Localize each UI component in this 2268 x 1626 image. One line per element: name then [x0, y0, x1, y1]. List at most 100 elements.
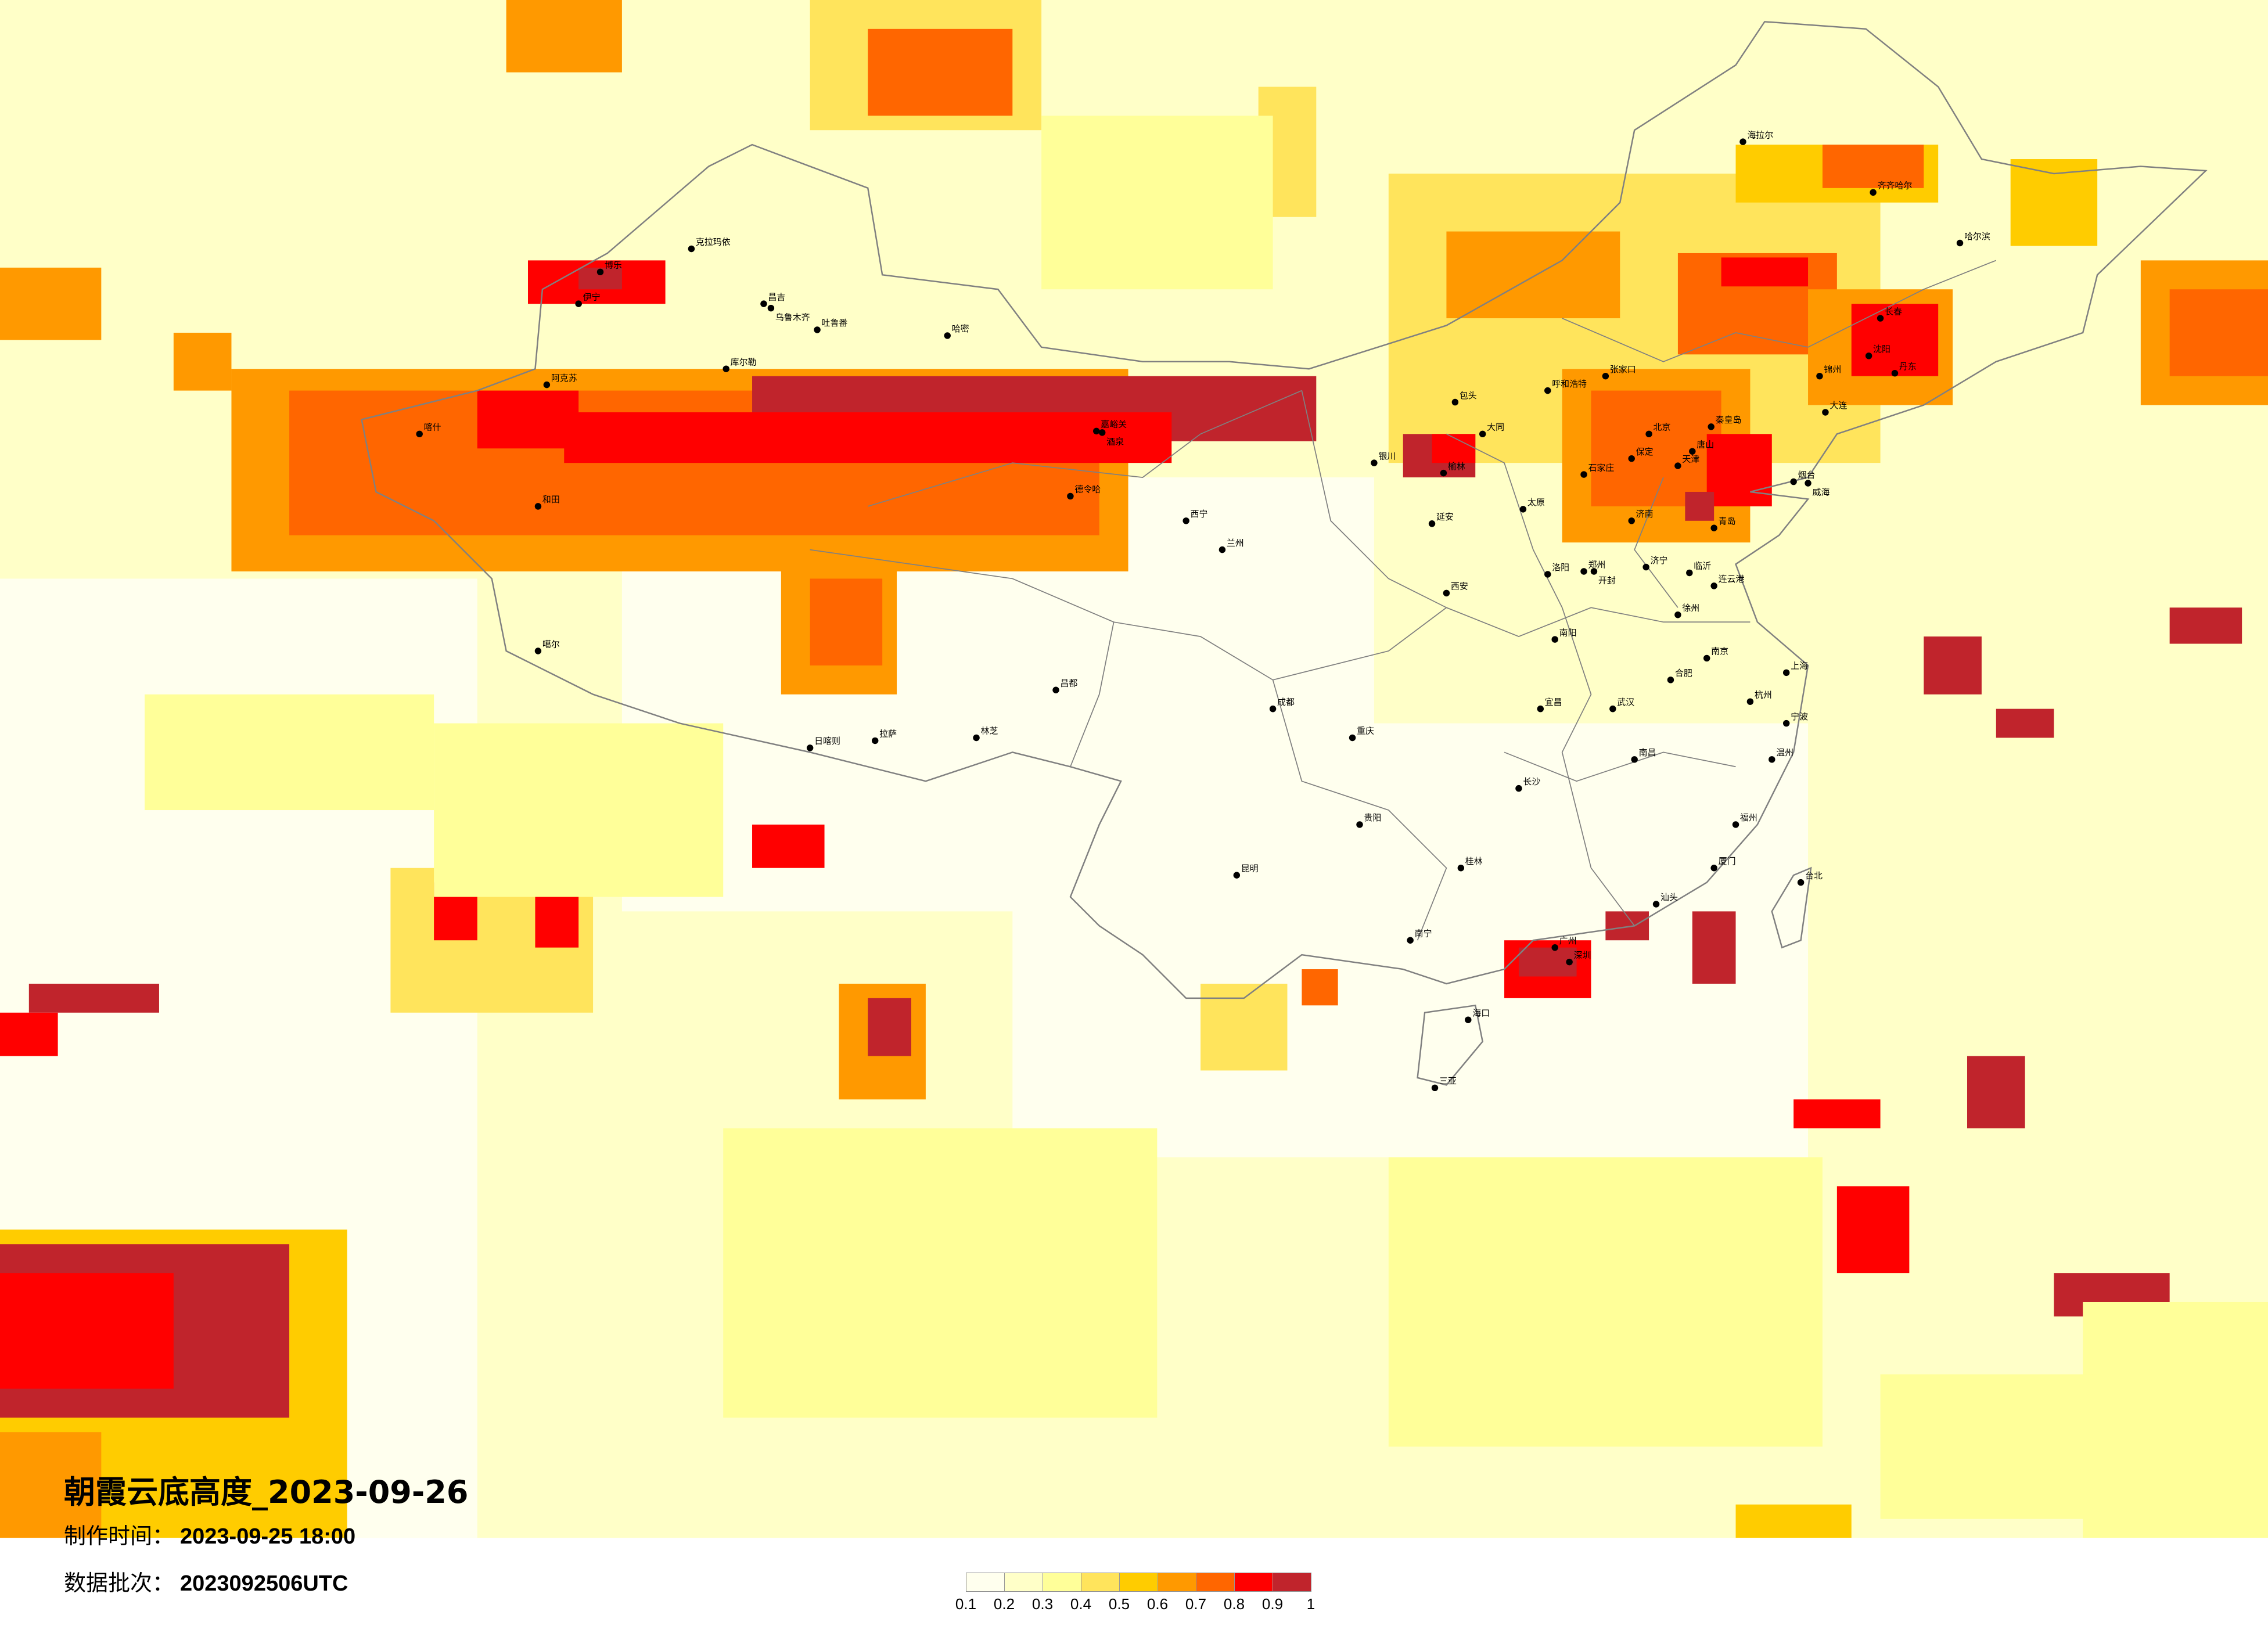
city: 呼和浩特: [1544, 379, 1587, 394]
city-dot: [1805, 480, 1811, 487]
city-dot: [1465, 1016, 1472, 1023]
city-dot: [1631, 756, 1638, 763]
city-dot: [760, 300, 767, 307]
heatmap-cell: [1967, 1056, 2025, 1129]
city: 台北: [1797, 870, 1823, 886]
city-label: 保定: [1636, 447, 1654, 457]
heatmap-cell: [28, 983, 159, 1013]
city-label: 开封: [1598, 575, 1616, 586]
city-dot: [1703, 654, 1710, 662]
city-label: 成都: [1277, 697, 1295, 707]
city-label: 兰州: [1227, 538, 1244, 548]
heatmap-cell: [2010, 159, 2098, 246]
data-batch-value: 2023092506UTC: [180, 1571, 348, 1596]
city-dot: [688, 245, 695, 253]
city: 酒泉: [1098, 429, 1124, 447]
city-label: 昌都: [1060, 678, 1077, 689]
city-dot: [1652, 901, 1660, 908]
city-dot: [1609, 705, 1616, 713]
city: 唐山: [1689, 439, 1714, 455]
heatmap-cell: [434, 723, 724, 897]
legend-tick-label: 0.5: [1108, 1595, 1130, 1613]
heatmap-cell: [2083, 1301, 2268, 1538]
city-dot: [1689, 448, 1696, 455]
city-label: 博乐: [605, 260, 622, 271]
city-dot: [1182, 517, 1189, 524]
legend-swatch: [1273, 1573, 1311, 1591]
city-label: 大连: [1830, 400, 1847, 411]
heatmap-cell: [0, 1012, 58, 1056]
city-dot: [1233, 872, 1241, 879]
city: 石家庄: [1580, 462, 1614, 478]
city: 哈密: [944, 323, 969, 339]
city-label: 呼和浩特: [1552, 379, 1587, 389]
city-dot: [1407, 937, 1414, 944]
city-label: 包头: [1460, 390, 1477, 401]
legend-swatch: [1043, 1573, 1081, 1591]
city-dot: [1870, 189, 1877, 196]
city-label: 广州: [1559, 936, 1577, 946]
heatmap-cell: [1880, 1374, 2098, 1519]
city: 厦门: [1710, 856, 1736, 872]
city: 德令哈: [1067, 484, 1101, 500]
heatmap-cell: [1591, 390, 1721, 506]
city: 桂林: [1457, 856, 1483, 872]
city: 昌吉: [760, 292, 785, 307]
city: 汕头: [1652, 892, 1678, 908]
heatmap-cell: [2169, 607, 2242, 644]
city: 噶尔: [534, 639, 560, 654]
city-dot: [1628, 517, 1635, 524]
legend-swatch: [1196, 1573, 1235, 1591]
heatmap-cell: [868, 28, 1013, 116]
city-dot: [1349, 734, 1356, 742]
heatmap-cell: [1201, 983, 1288, 1071]
city-label: 南阳: [1559, 627, 1577, 638]
city: 广州: [1551, 936, 1577, 951]
city-dot: [1544, 571, 1551, 578]
city-dot: [1686, 569, 1693, 577]
city-dot: [1739, 138, 1746, 145]
legend-swatch: [1120, 1573, 1158, 1591]
city-dot: [1457, 864, 1465, 872]
city-dot: [767, 304, 775, 312]
city-dot: [1515, 785, 1522, 792]
city-label: 合肥: [1675, 668, 1692, 678]
legend-tick-label: 0.7: [1185, 1595, 1207, 1613]
city-label: 锦州: [1824, 364, 1841, 375]
city-label: 阿克苏: [551, 373, 577, 383]
city-dot: [1356, 821, 1363, 828]
heatmap-cell: [1041, 116, 1273, 290]
city-label: 吐鲁番: [822, 318, 848, 328]
city: 临沂: [1686, 561, 1711, 577]
city: 温州: [1769, 747, 1793, 763]
city-dot: [1519, 506, 1527, 513]
city-dot: [1098, 429, 1106, 436]
city: 嘉峪关: [1093, 419, 1127, 435]
city-dot: [1580, 471, 1587, 478]
city: 南宁: [1407, 928, 1432, 944]
city-dot: [1710, 524, 1717, 531]
city: 榆林: [1440, 461, 1465, 477]
city-label: 临沂: [1694, 561, 1711, 571]
city-label: 哈尔滨: [1964, 231, 1990, 242]
city-dot: [1822, 409, 1829, 416]
city-dot: [1674, 611, 1681, 618]
made-time-value: 2023-09-25 18:00: [180, 1524, 356, 1549]
heatmap-cell: [1388, 1157, 1823, 1447]
city: 大连: [1822, 400, 1847, 416]
city-dot: [1428, 520, 1436, 527]
city: 天津: [1674, 454, 1699, 469]
city: 大同: [1479, 422, 1504, 438]
city: 秦皇岛: [1708, 415, 1741, 430]
city-label: 日喀则: [814, 736, 840, 746]
heatmap-cell: [1302, 969, 1338, 1006]
city: 喀什: [416, 422, 441, 438]
city-label: 温州: [1776, 747, 1793, 758]
city-label: 海口: [1472, 1008, 1490, 1018]
city-label: 长春: [1885, 306, 1902, 316]
city: 连云港: [1710, 574, 1745, 589]
city-label: 天津: [1682, 454, 1699, 464]
city-label: 齐齐哈尔: [1878, 181, 1913, 191]
heatmap-cell: [810, 578, 883, 665]
